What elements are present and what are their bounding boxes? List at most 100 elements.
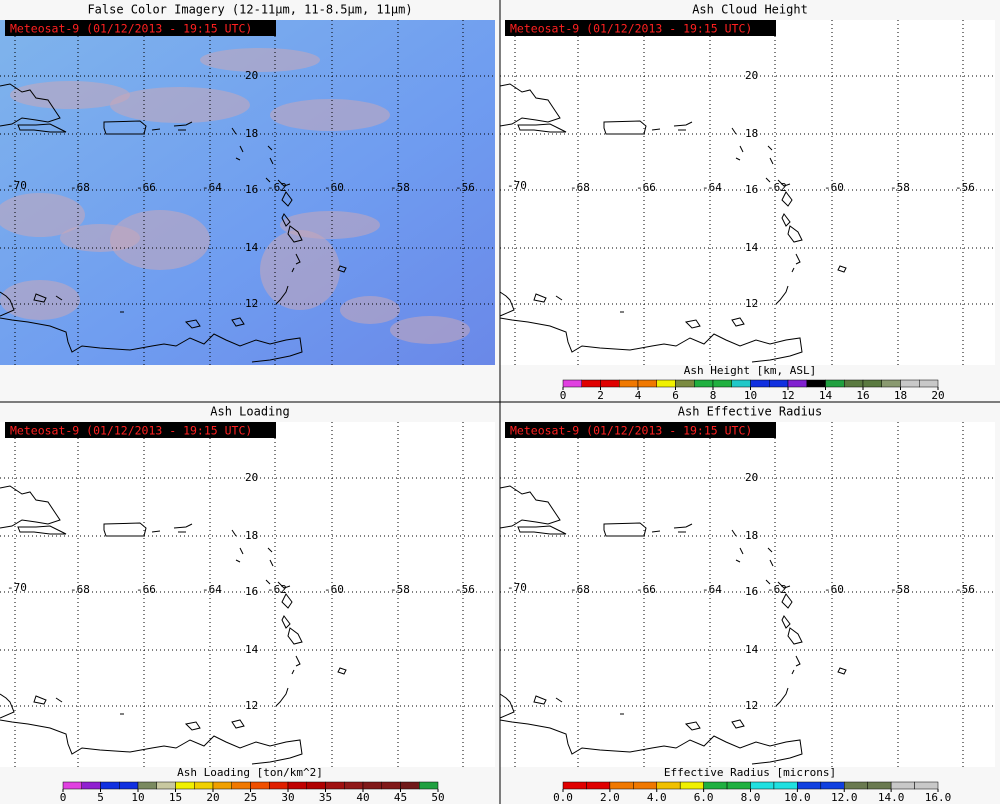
- colorbar-segment: [787, 379, 807, 388]
- panel-title: Ash Cloud Height: [692, 3, 808, 17]
- timestamp-box: [5, 20, 276, 36]
- colorbar-tick-label: 40: [356, 791, 369, 804]
- lon-label: -60: [324, 181, 344, 194]
- colorbar-segment: [586, 781, 611, 790]
- lat-label: 18: [745, 529, 758, 542]
- lon-label: -70: [507, 179, 527, 192]
- colorbar-tick-label: 20: [931, 389, 944, 402]
- lat-label: 16: [745, 183, 758, 196]
- colorbar-segment: [656, 781, 681, 790]
- colorbar-segment: [825, 379, 845, 388]
- colorbar-segment: [81, 781, 101, 790]
- colorbar-segment: [362, 781, 382, 790]
- timestamp-box: [505, 20, 776, 36]
- panel-title: False Color Imagery (12-11μm, 11-8.5μm, …: [87, 3, 412, 17]
- lat-label: 14: [745, 241, 759, 254]
- map-area: [0, 422, 495, 767]
- colorbar-segment: [287, 781, 307, 790]
- panel-title: Ash Loading: [210, 405, 289, 419]
- cloud-area: [200, 48, 320, 72]
- lat-label: 14: [245, 241, 259, 254]
- lon-label: -66: [636, 181, 656, 194]
- colorbar-segment: [637, 379, 657, 388]
- lon-label: -58: [390, 583, 410, 596]
- lon-label: -58: [390, 181, 410, 194]
- colorbar-segment: [694, 379, 714, 388]
- colorbar-segment: [100, 781, 120, 790]
- colorbar-segment: [773, 781, 798, 790]
- lon-label: -66: [136, 181, 156, 194]
- lon-label: -56: [955, 583, 975, 596]
- colorbar-tick-label: 35: [319, 791, 332, 804]
- colorbar-segment: [194, 781, 214, 790]
- colorbar-tick-label: 16.0: [925, 791, 952, 804]
- lon-label: -58: [890, 181, 910, 194]
- colorbar-segment: [900, 379, 920, 388]
- colorbar-segment: [844, 379, 864, 388]
- colorbar-segment: [769, 379, 789, 388]
- lon-label: -60: [824, 583, 844, 596]
- lat-label: 20: [745, 69, 758, 82]
- colorbar-tick-label: 4.0: [647, 791, 667, 804]
- colorbar-tick-label: 45: [394, 791, 407, 804]
- colorbar-segment: [250, 781, 270, 790]
- lon-label: -62: [267, 583, 287, 596]
- colorbar-segment: [156, 781, 176, 790]
- panel-grid: False Color Imagery (12-11μm, 11-8.5μm, …: [0, 3, 995, 804]
- timestamp-box: [5, 422, 276, 438]
- colorbar-segment: [175, 781, 195, 790]
- colorbar-tick-label: 0.0: [553, 791, 573, 804]
- colorbar-tick-label: 6: [672, 389, 679, 402]
- cloud-area: [390, 316, 470, 344]
- colorbar-segment: [419, 781, 439, 790]
- colorbar-segment: [679, 781, 704, 790]
- colorbar-tick-label: 15: [169, 791, 182, 804]
- lon-label: -56: [455, 583, 475, 596]
- cloud-area: [0, 280, 80, 320]
- colorbar-segment: [890, 781, 915, 790]
- lon-label: -64: [702, 583, 722, 596]
- colorbar-segment: [231, 781, 251, 790]
- map-background: [0, 422, 495, 767]
- lat-label: 12: [245, 699, 258, 712]
- lon-label: -68: [70, 583, 90, 596]
- satellite-imagery: [0, 20, 495, 365]
- colorbar-segment: [867, 781, 892, 790]
- lat-label: 14: [245, 643, 259, 656]
- lon-label: -70: [507, 581, 527, 594]
- colorbar-segment: [806, 379, 826, 388]
- map-area: [0, 20, 495, 365]
- colorbar-tick-label: 18: [894, 389, 907, 402]
- colorbar-segment: [344, 781, 364, 790]
- colorbar-tick-label: 6.0: [694, 791, 714, 804]
- cloud-area: [270, 99, 390, 131]
- colorbar-tick-label: 8.0: [741, 791, 761, 804]
- colorbar-segment: [731, 379, 751, 388]
- colorbar-segment: [306, 781, 326, 790]
- colorbar-tick-label: 4: [635, 389, 642, 402]
- colorbar-tick-label: 12: [781, 389, 794, 402]
- colorbar-segment: [844, 781, 868, 790]
- colorbar-tick-label: 25: [244, 791, 257, 804]
- lon-label: -60: [824, 181, 844, 194]
- colorbar-tick-label: 2: [597, 389, 604, 402]
- lon-label: -62: [267, 181, 287, 194]
- colorbar-tick-label: 20: [206, 791, 219, 804]
- lat-label: 18: [745, 127, 758, 140]
- lat-label: 12: [245, 297, 258, 310]
- colorbar-tick-label: 10: [131, 791, 144, 804]
- map-area: [499, 20, 995, 365]
- colorbar-segment: [675, 379, 695, 388]
- colorbar-segment: [750, 379, 770, 388]
- colorbar-tick-label: 10.0: [784, 791, 811, 804]
- colorbar-label: Effective Radius [microns]: [664, 766, 836, 779]
- map-panel: Ash Loading 20 18 16 14 12 -70 -68 -66 -64 -62 -60 -…: [0, 405, 495, 804]
- lat-label: 12: [745, 297, 758, 310]
- colorbar-segment: [619, 379, 639, 388]
- lon-label: -62: [767, 181, 787, 194]
- map-area: [499, 422, 995, 767]
- colorbar-segment: [609, 781, 634, 790]
- lon-label: -70: [7, 581, 27, 594]
- cloud-area: [10, 81, 130, 109]
